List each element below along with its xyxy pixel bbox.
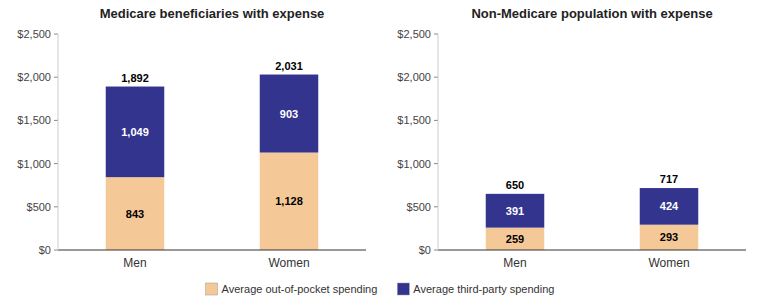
labels: 259 391 650 293 424 717 <box>506 173 679 245</box>
tick <box>434 120 438 121</box>
tick <box>434 77 438 78</box>
tick <box>54 120 58 121</box>
data-label: 293 <box>660 231 678 243</box>
category-label: Women <box>648 256 689 270</box>
tick-label: $500 <box>407 201 431 213</box>
tick-label: $2,500 <box>397 28 431 40</box>
tick-label: $1,500 <box>17 114 51 126</box>
tick-label: $0 <box>419 244 431 256</box>
legend-swatch <box>397 283 409 295</box>
title: Non-Medicare population with expense <box>471 6 712 21</box>
data-label: 424 <box>660 200 679 212</box>
bar-segment <box>486 194 545 228</box>
chart-root: Medicare beneficiaries with expense $0 $50… <box>0 0 760 307</box>
tick-label: $2,000 <box>397 71 431 83</box>
bar-segment <box>106 87 165 178</box>
tick <box>54 77 58 78</box>
tick <box>54 163 58 164</box>
tick <box>434 34 438 35</box>
legend-label: Average out-of-pocket spending <box>222 283 378 295</box>
category-label: Men <box>503 256 526 270</box>
data-label: 1,049 <box>121 126 149 138</box>
total-label: 1,892 <box>121 72 149 84</box>
tick-label: $2,000 <box>17 71 51 83</box>
total-label: 717 <box>660 173 678 185</box>
data-label: 1,128 <box>275 195 303 207</box>
tick-label: $500 <box>27 201 51 213</box>
labels: 843 1,049 1,892 1,128 903 2,031 <box>121 60 303 220</box>
bar-segment <box>106 177 165 250</box>
tick-label: $0 <box>39 244 51 256</box>
category-label: Men <box>123 256 146 270</box>
panel: Medicare beneficiaries with expense $0 $50… <box>17 6 366 270</box>
total-label: 650 <box>506 179 524 191</box>
legend: Average out-of-pocket spending Average th… <box>206 283 555 295</box>
data-label: 843 <box>126 208 144 220</box>
tick <box>434 206 438 207</box>
bar-segment <box>260 75 319 153</box>
total-label: 2,031 <box>275 60 303 72</box>
tick-label: $2,500 <box>17 28 51 40</box>
x-axis <box>58 250 366 251</box>
legend-label: Average third-party spending <box>413 283 554 295</box>
tick-label: $1,000 <box>17 158 51 170</box>
bar-segment <box>260 153 319 250</box>
tick <box>434 250 438 251</box>
panel: Non-Medicare population with expense $0 $5… <box>397 6 746 270</box>
x-axis <box>438 250 746 251</box>
bar-segment <box>640 188 699 225</box>
category-label: Women <box>268 256 309 270</box>
bar-segment <box>640 225 699 250</box>
data-label: 903 <box>280 108 298 120</box>
tick <box>54 206 58 207</box>
data-label: 391 <box>506 205 524 217</box>
tick <box>434 163 438 164</box>
y-axis <box>58 34 59 250</box>
bars <box>486 188 699 250</box>
tick-label: $1,500 <box>397 114 431 126</box>
legend-swatch <box>206 283 218 295</box>
bar-segment <box>486 228 545 250</box>
tick <box>54 250 58 251</box>
data-label: 259 <box>506 233 524 245</box>
bars <box>106 75 319 250</box>
tick-label: $1,000 <box>397 158 431 170</box>
y-axis <box>438 34 439 250</box>
title: Medicare beneficiaries with expense <box>100 6 325 21</box>
tick <box>54 34 58 35</box>
